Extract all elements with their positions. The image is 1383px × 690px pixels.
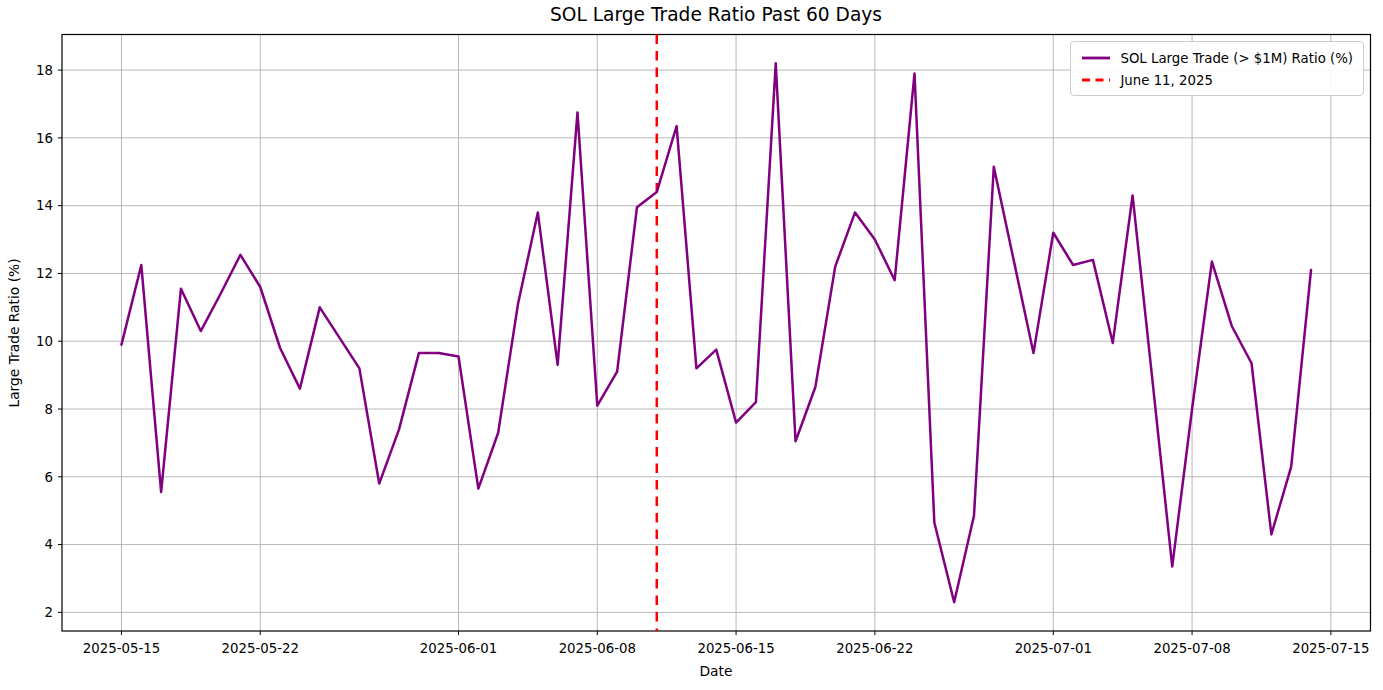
- chart-figure: 2 4 6 8 10 12 14 16 18 2025-05-15 2025-05-22 2025-0…: [0, 0, 1383, 690]
- chart-title: SOL Large Trade Ratio Past 60 Days: [62, 4, 1370, 25]
- legend-label-vline: June 11, 2025: [1120, 73, 1212, 88]
- y-axis-label: Large Trade Ratio (%): [6, 183, 26, 483]
- y-tick-label: 8: [45, 402, 53, 417]
- x-tick-label: 2025-07-01: [1015, 641, 1092, 656]
- y-tick-label: 16: [36, 131, 53, 146]
- x-tick-label: 2025-06-01: [420, 641, 497, 656]
- x-tick-label: 2025-05-22: [222, 641, 299, 656]
- y-tick-label: 4: [45, 537, 53, 552]
- chart-canvas: 2 4 6 8 10 12 14 16 18 2025-05-15 2025-05-22 2025-0…: [0, 0, 1383, 690]
- y-tick-label: 12: [36, 266, 53, 281]
- legend: SOL Large Trade (> $1M) Ratio (%) June 1…: [1070, 41, 1364, 96]
- x-tick-label: 2025-06-08: [559, 641, 636, 656]
- x-tick-label: 2025-05-15: [83, 641, 160, 656]
- x-axis-label: Date: [62, 663, 1370, 679]
- y-tick-label: 14: [36, 198, 53, 213]
- x-tick-label: 2025-07-15: [1292, 641, 1369, 656]
- series-line: [121, 63, 1311, 602]
- y-tick-label: 18: [36, 63, 53, 78]
- solid-line-swatch-icon: [1081, 55, 1111, 61]
- x-tick-label: 2025-06-15: [697, 641, 774, 656]
- legend-item-series: SOL Large Trade (> $1M) Ratio (%): [1081, 49, 1353, 67]
- legend-label-series: SOL Large Trade (> $1M) Ratio (%): [1120, 51, 1353, 66]
- dashed-line-swatch-icon: [1081, 77, 1111, 83]
- x-tick-label: 2025-06-22: [836, 641, 913, 656]
- y-tick-label: 6: [45, 470, 53, 485]
- x-tick-label: 2025-07-08: [1153, 641, 1230, 656]
- legend-item-vline: June 11, 2025: [1081, 71, 1353, 89]
- y-tick-label: 2: [45, 605, 53, 620]
- y-tick-label: 10: [36, 334, 53, 349]
